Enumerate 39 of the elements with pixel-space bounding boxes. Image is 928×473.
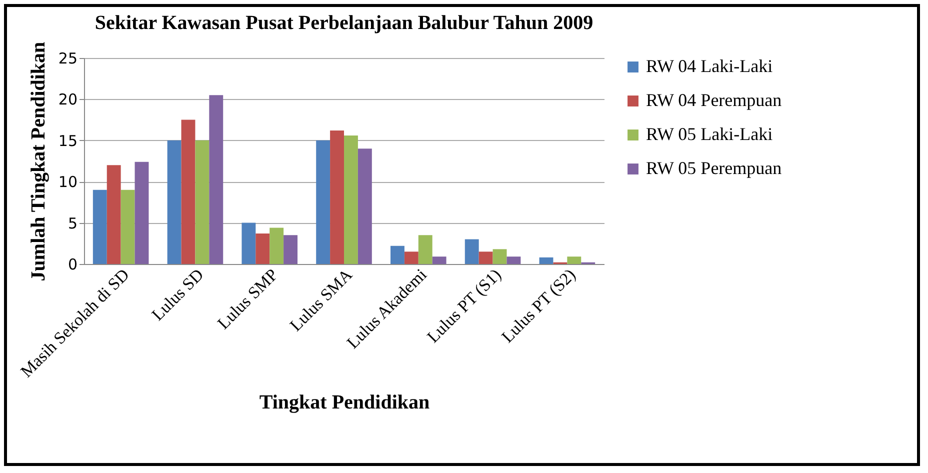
bar bbox=[209, 95, 224, 264]
bar bbox=[464, 239, 479, 264]
bar bbox=[167, 140, 182, 264]
bar bbox=[270, 228, 284, 264]
chart-title: Sekitar Kawasan Pusat Perbelanjaan Balubur Tahun 2009 bbox=[94, 12, 594, 34]
bar bbox=[506, 256, 521, 264]
legend-label: RW 05 Laki-Laki bbox=[646, 124, 773, 144]
bar bbox=[181, 120, 196, 264]
legend-label: RW 04 Perempuan bbox=[646, 90, 782, 110]
y-tick-label: 20 bbox=[58, 90, 78, 109]
bar bbox=[478, 252, 493, 264]
bar bbox=[120, 190, 135, 264]
bar bbox=[567, 256, 582, 264]
bar bbox=[134, 162, 149, 264]
bar bbox=[492, 249, 507, 264]
y-tick-label: 5 bbox=[68, 214, 78, 232]
bar bbox=[195, 140, 210, 264]
bar bbox=[390, 246, 404, 264]
y-tick-label: 0 bbox=[68, 256, 78, 274]
legend-label: RW 04 Laki-Laki bbox=[646, 56, 773, 76]
bar bbox=[106, 165, 121, 264]
y-tick-label: 25 bbox=[58, 50, 78, 68]
y-axis-title: Jumlah Tingkat Pendidikan bbox=[27, 42, 50, 282]
y-tick-label: 10 bbox=[58, 173, 78, 192]
bar bbox=[284, 235, 298, 264]
x-axis-title: Tingkat Pendidikan bbox=[259, 391, 430, 414]
bar bbox=[418, 235, 432, 264]
bar bbox=[344, 135, 358, 264]
bar bbox=[316, 140, 330, 264]
bar bbox=[92, 190, 107, 264]
bar bbox=[242, 222, 256, 264]
bar bbox=[539, 257, 554, 264]
bar bbox=[404, 252, 418, 264]
bar bbox=[330, 130, 344, 264]
bar bbox=[358, 148, 372, 264]
bar bbox=[432, 256, 446, 264]
bar bbox=[256, 234, 270, 264]
legend-label: RW 05 Perempuan bbox=[646, 158, 782, 178]
y-tick-label: 15 bbox=[58, 132, 78, 150]
